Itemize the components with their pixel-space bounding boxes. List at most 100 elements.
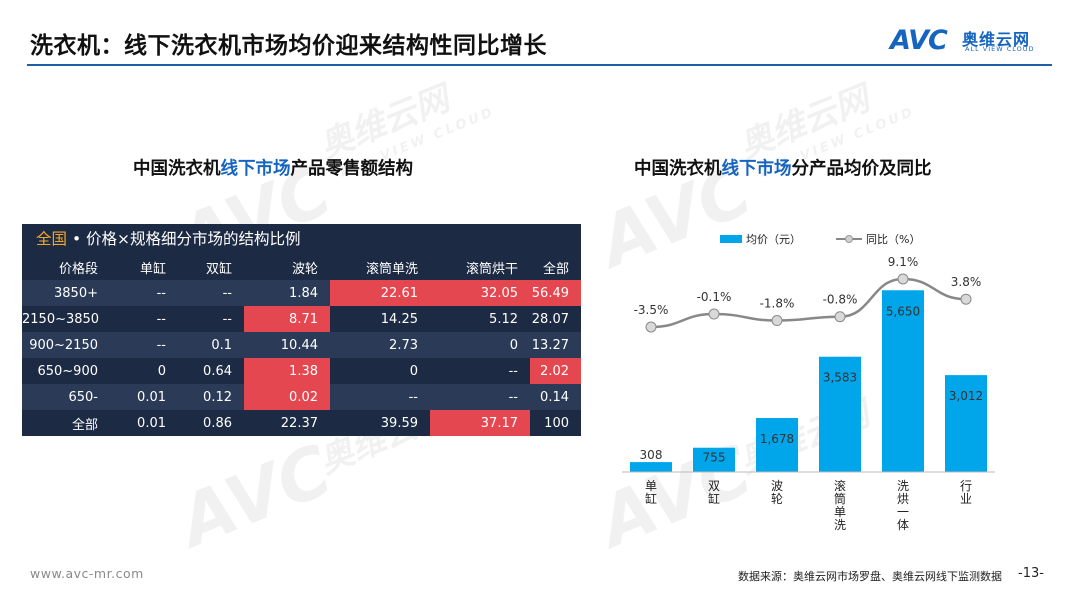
share-cell: 0.12 xyxy=(178,384,244,410)
column-header: 全部 xyxy=(530,254,581,280)
share-cell: 8.71 xyxy=(244,306,330,332)
share-cell: 32.05 xyxy=(430,280,530,306)
column-header: 单缸 xyxy=(110,254,178,280)
column-header: 价格段 xyxy=(22,254,110,280)
bar xyxy=(819,356,861,472)
bar xyxy=(630,462,672,472)
left-panel-title: 中国洗衣机线下市场产品零售额结构 xyxy=(133,155,413,180)
bar-data-label: 3,583 xyxy=(823,371,857,385)
watermark: AVC xyxy=(168,428,343,564)
share-cell: -- xyxy=(430,358,530,384)
left-title-pre: 中国洗衣机 xyxy=(133,159,221,179)
bar-data-label: 3,012 xyxy=(949,389,983,403)
legend-marker-line xyxy=(845,235,853,243)
yoy-data-label: 9.1% xyxy=(888,255,919,269)
share-cell: -- xyxy=(110,280,178,306)
share-cell: -- xyxy=(110,306,178,332)
footer-url[interactable]: www.avc-mr.com xyxy=(30,566,144,581)
table-header-row: 价格段 单缸 双缸 波轮 滚筒单洗 滚筒烘干 全部 xyxy=(22,254,581,280)
x-tick-label: 波轮 xyxy=(771,479,783,506)
yoy-point xyxy=(645,321,657,333)
title-divider xyxy=(27,64,1052,66)
legend-swatch-bar xyxy=(720,235,742,243)
bar-data-label: 5,650 xyxy=(886,304,920,318)
share-cell: 28.07 xyxy=(530,306,581,332)
yoy-point xyxy=(897,273,909,285)
left-title-highlight: 线下市场 xyxy=(220,159,291,179)
yoy-data-label: 3.8% xyxy=(951,275,982,289)
yoy-data-label: -0.8% xyxy=(823,293,858,307)
share-cell: 100 xyxy=(530,410,581,436)
logo-cn-text: 奥维云网 xyxy=(962,30,1031,49)
table-row: 900~2150 -- 0.1 10.44 2.73 0 13.27 xyxy=(22,332,581,358)
data-source-note: 数据来源：奥维云网市场罗盘、奥维云网线下监测数据 xyxy=(738,570,1002,583)
table-caption-highlight: 全国 xyxy=(36,230,68,248)
bar xyxy=(945,375,987,472)
price-band-cell: 900~2150 xyxy=(22,332,110,358)
x-tick-label: 滚筒单洗 xyxy=(834,478,846,532)
yoy-data-label: -1.8% xyxy=(760,297,795,311)
logo-mark: AVC xyxy=(890,25,948,56)
table-body: 3850+ -- -- 1.84 22.61 32.05 56.49 2150~3850 -- -… xyxy=(22,280,581,436)
price-bar-line-chart: 均价（元） 同比（%） 308 755 1,678 3,583 5,650 3,012 -3.5… xyxy=(622,233,995,532)
price-band-cell: 3850+ xyxy=(22,280,110,306)
yoy-data-label: -3.5% xyxy=(634,303,669,317)
share-cell: 0 xyxy=(110,358,178,384)
share-cell: 2.02 xyxy=(530,358,581,384)
share-cell: 0.86 xyxy=(178,410,244,436)
watermark: 奥维云网 xyxy=(313,78,455,167)
table-caption-text: • 价格×规格细分市场的结构比例 xyxy=(67,230,301,248)
right-title-pre: 中国洗衣机 xyxy=(634,159,722,179)
x-tick-label: 单缸 xyxy=(645,479,657,506)
yoy-point xyxy=(834,311,846,323)
x-tick-label: 双缸 xyxy=(708,479,720,506)
column-header: 滚筒单洗 xyxy=(330,254,430,280)
x-tick-label: 行业 xyxy=(960,479,972,506)
share-cell: 1.38 xyxy=(244,358,330,384)
share-cell: -- xyxy=(430,384,530,410)
bar xyxy=(693,447,735,472)
right-panel-title: 中国洗衣机线下市场分产品均价及同比 xyxy=(634,155,932,180)
share-cell: 22.61 xyxy=(330,280,430,306)
share-cell: 2.73 xyxy=(330,332,430,358)
price-band-cell: 650- xyxy=(22,384,110,410)
yoy-data-label: -0.1% xyxy=(697,290,732,304)
table-row: 2150~3850 -- -- 8.71 14.25 5.12 28.07 xyxy=(22,306,581,332)
right-title-post: 分产品均价及同比 xyxy=(791,159,932,179)
yoy-point xyxy=(708,308,720,320)
page-number: -13- xyxy=(1018,566,1044,581)
bar-data-label: 1,678 xyxy=(760,432,794,446)
share-cell: -- xyxy=(330,384,430,410)
share-cell: 0.64 xyxy=(178,358,244,384)
share-cell: -- xyxy=(178,280,244,306)
share-cell: 37.17 xyxy=(430,410,530,436)
share-cell: 0.01 xyxy=(110,384,178,410)
bar-data-label: 755 xyxy=(703,451,726,465)
table-row: 650~900 0 0.64 1.38 0 -- 2.02 xyxy=(22,358,581,384)
share-cell: 5.12 xyxy=(430,306,530,332)
legend-label-line: 同比（%） xyxy=(866,233,920,246)
table-row: 3850+ -- -- 1.84 22.61 32.05 56.49 xyxy=(22,280,581,306)
share-cell: 56.49 xyxy=(530,280,581,306)
share-cell: 0.02 xyxy=(244,384,330,410)
table-row: 650- 0.01 0.12 0.02 -- -- 0.14 xyxy=(22,384,581,410)
column-header: 波轮 xyxy=(244,254,330,280)
table-caption: 全国 • 价格×规格细分市场的结构比例 xyxy=(22,224,581,254)
share-cell: 10.44 xyxy=(244,332,330,358)
watermark: 奥维云网 xyxy=(733,78,875,167)
bar xyxy=(756,418,798,472)
x-tick-label: 洗烘一体 xyxy=(897,479,909,532)
share-cell: 0.01 xyxy=(110,410,178,436)
right-title-highlight: 线下市场 xyxy=(721,159,792,179)
page-title: 洗衣机：线下洗衣机市场均价迎来结构性同比增长 xyxy=(30,33,547,59)
price-band-cell: 全部 xyxy=(22,410,110,436)
share-cell: 0 xyxy=(330,358,430,384)
table-row: 全部 0.01 0.86 22.37 39.59 37.17 100 xyxy=(22,410,581,436)
bar-data-label: 308 xyxy=(640,448,663,462)
share-cell: -- xyxy=(178,306,244,332)
share-cell: -- xyxy=(110,332,178,358)
share-cell: 1.84 xyxy=(244,280,330,306)
yoy-point xyxy=(960,293,972,305)
left-title-post: 产品零售额结构 xyxy=(290,159,414,179)
price-band-cell: 2150~3850 xyxy=(22,306,110,332)
